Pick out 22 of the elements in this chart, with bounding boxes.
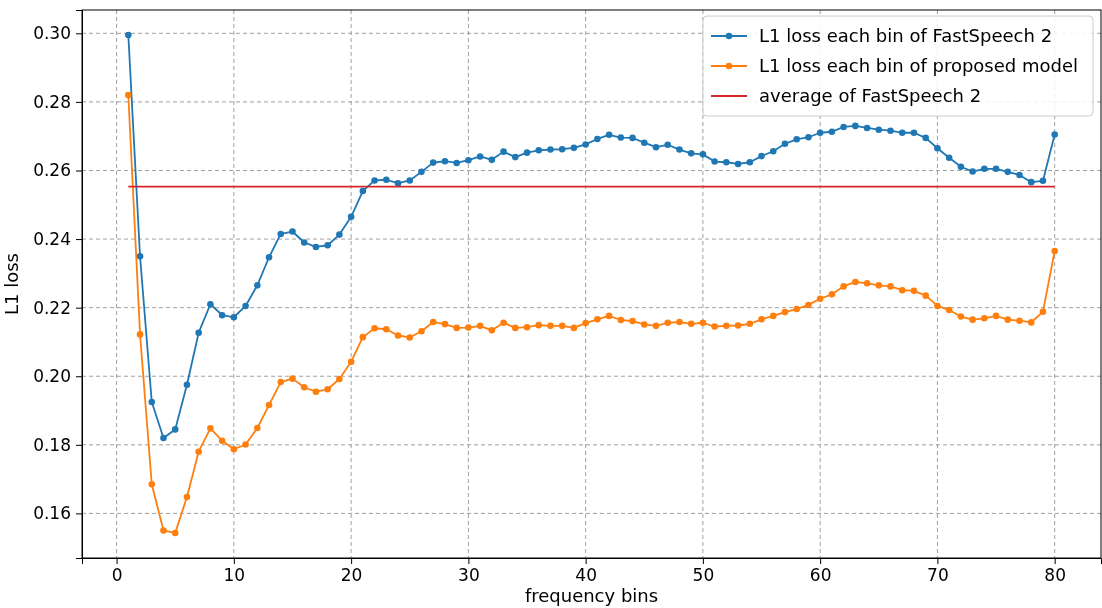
- x-axis-title: frequency bins: [524, 585, 659, 606]
- y-tick-label: 0.24: [33, 229, 71, 250]
- y-tick-label: 0.16: [33, 503, 71, 524]
- y-tick-label: 0.28: [33, 91, 71, 112]
- y-tick-label: 0.20: [33, 366, 71, 387]
- x-tick-label: 10: [223, 565, 246, 586]
- y-tick-label: 0.30: [33, 23, 71, 44]
- x-tick-label: 80: [1044, 565, 1066, 586]
- y-axis-title: L1 loss: [1, 253, 22, 315]
- x-tick-label: 30: [458, 565, 480, 586]
- x-tick-label: 70: [927, 565, 949, 586]
- x-tick-label: 40: [575, 565, 597, 586]
- x-tick-label: 50: [692, 565, 715, 586]
- legend-label: L1 loss each bin of FastSpeech 2: [759, 25, 1053, 46]
- legend-label: L1 loss each bin of proposed model: [759, 55, 1078, 76]
- x-tick-label: 0: [111, 565, 123, 586]
- x-tick-label: 20: [340, 565, 363, 586]
- x-tick-label: 60: [809, 565, 832, 586]
- y-tick-label: 0.26: [33, 160, 71, 181]
- y-tick-label: 0.18: [33, 434, 71, 455]
- legend-label: average of FastSpeech 2: [759, 85, 982, 106]
- y-tick-label: 0.22: [33, 297, 71, 318]
